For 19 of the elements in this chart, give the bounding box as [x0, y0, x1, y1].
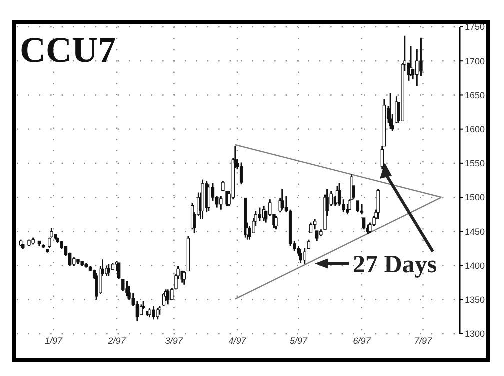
- y-tick-label: 1450: [465, 226, 486, 237]
- y-tick-label: 1400: [465, 260, 486, 271]
- y-tick-label: 1300: [465, 329, 486, 340]
- y-tick-label: 1650: [465, 90, 486, 100]
- y-tick-label: 1600: [465, 124, 486, 134]
- x-tick-label: 2/97: [107, 336, 127, 346]
- x-tick-label: 3/97: [165, 336, 184, 346]
- x-tick-label: 4/97: [228, 336, 248, 346]
- y-tick-label: 1700: [465, 56, 486, 66]
- annotation: 27 Days: [353, 252, 438, 279]
- y-tick-label: 1550: [465, 158, 486, 169]
- y-tick-label: 1350: [465, 295, 486, 306]
- y-tick-label: 1500: [465, 192, 486, 203]
- x-tick-label: 1/97: [44, 336, 64, 346]
- x-tick-label: 5/97: [290, 336, 308, 346]
- x-tick-label: 7/97: [414, 336, 433, 346]
- chart-title: CCU7: [20, 30, 116, 70]
- x-tick-label: 6/97: [353, 336, 372, 346]
- y-tick-label: 1750: [465, 22, 486, 32]
